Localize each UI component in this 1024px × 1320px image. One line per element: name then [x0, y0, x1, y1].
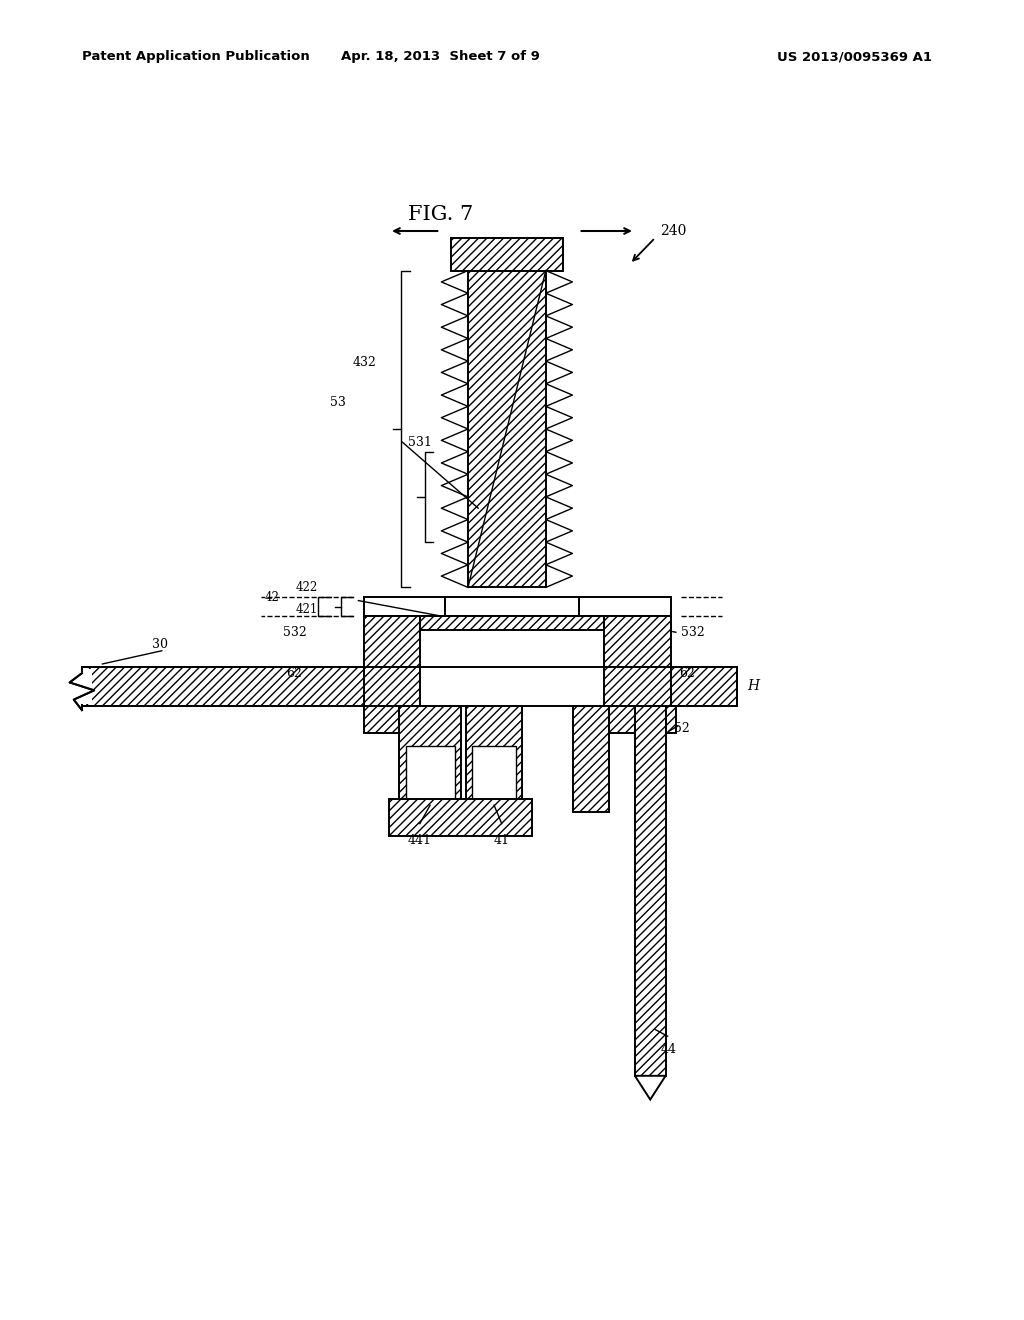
Bar: [364, 616, 420, 733]
Bar: [364, 597, 445, 616]
Text: 421: 421: [295, 603, 317, 616]
Text: 62: 62: [679, 667, 695, 680]
Text: 41: 41: [494, 834, 510, 847]
Bar: [573, 706, 609, 812]
Polygon shape: [635, 1076, 666, 1100]
Text: 422: 422: [295, 581, 317, 594]
Bar: [640, 616, 671, 647]
Bar: [671, 667, 737, 706]
Text: 240: 240: [660, 224, 687, 238]
Text: 531: 531: [408, 436, 431, 449]
Bar: [406, 746, 455, 804]
Bar: [389, 799, 532, 836]
Text: 52: 52: [674, 722, 689, 735]
Text: 44: 44: [660, 1043, 677, 1056]
Bar: [63, 669, 92, 704]
Text: 62: 62: [286, 667, 302, 680]
Text: Patent Application Publication: Patent Application Publication: [82, 50, 309, 63]
Bar: [666, 706, 676, 733]
Text: US 2013/0095369 A1: US 2013/0095369 A1: [777, 50, 932, 63]
Text: FIG. 7: FIG. 7: [408, 205, 473, 223]
Bar: [420, 616, 604, 630]
Bar: [635, 706, 666, 1076]
Bar: [466, 706, 522, 812]
Bar: [472, 746, 516, 804]
Bar: [468, 271, 546, 587]
Bar: [579, 597, 671, 616]
Bar: [445, 597, 579, 616]
Text: 53: 53: [330, 396, 346, 409]
Text: 432: 432: [353, 356, 377, 370]
Bar: [82, 667, 364, 706]
Text: 42: 42: [264, 591, 280, 605]
Text: 532: 532: [681, 626, 705, 639]
Bar: [364, 616, 394, 647]
Text: Apr. 18, 2013  Sheet 7 of 9: Apr. 18, 2013 Sheet 7 of 9: [341, 50, 540, 63]
Bar: [604, 616, 671, 733]
Text: 30: 30: [152, 638, 168, 651]
Text: 532: 532: [284, 626, 307, 639]
Bar: [451, 238, 563, 271]
Text: 441: 441: [408, 834, 432, 847]
Bar: [399, 706, 461, 812]
Text: H: H: [748, 680, 760, 693]
